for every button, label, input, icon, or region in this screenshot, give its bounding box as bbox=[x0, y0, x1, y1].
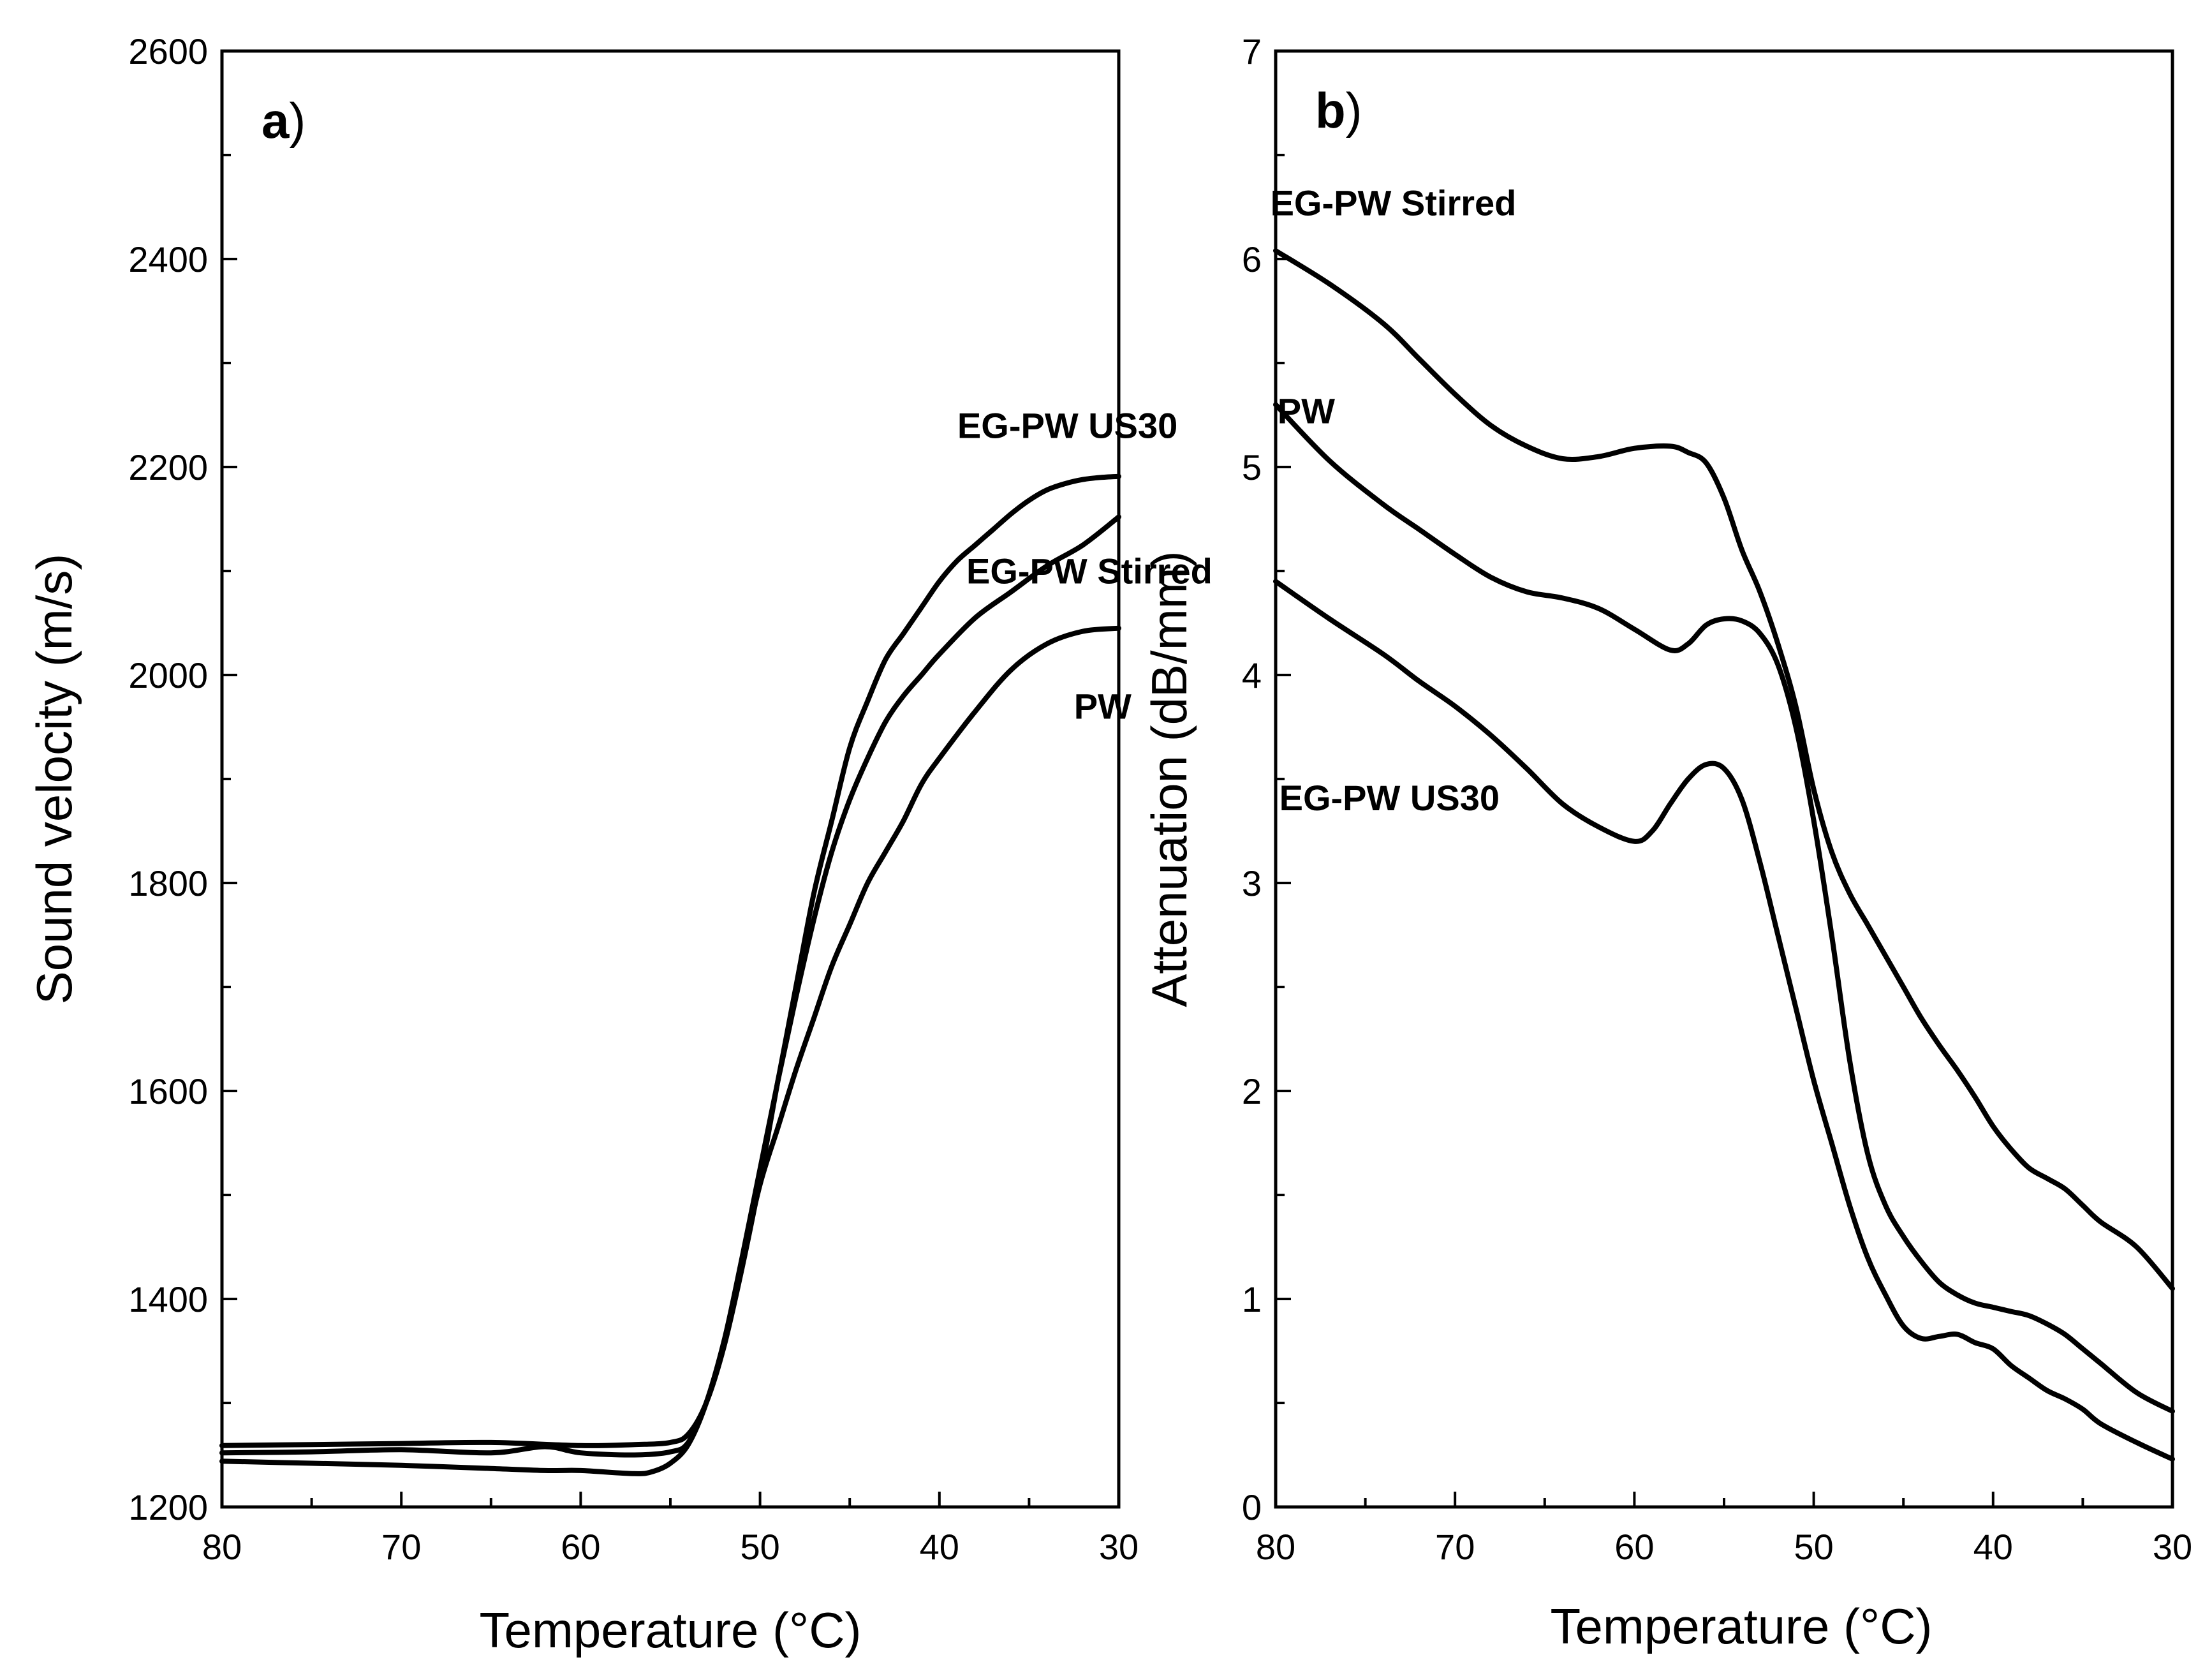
series-label-a-eg-pw-us30: EG-PW US30 bbox=[957, 405, 1177, 445]
panel-paren-b: ) bbox=[1346, 82, 1362, 138]
x-axis-title-b: Temperature (°C) bbox=[1550, 1598, 1932, 1654]
x-tick-label-b-2: 60 bbox=[1614, 1527, 1654, 1567]
y-tick-label-a-3: 1800 bbox=[128, 863, 208, 903]
y-tick-labels-b: 0 1 2 3 4 5 6 7 bbox=[1242, 31, 1262, 1527]
y-tick-label-a-7: 2600 bbox=[128, 31, 208, 71]
y-axis-title-a: Sound velocity (m/s) bbox=[26, 554, 82, 1005]
y-tick-labels-a: 1200 1400 1600 1800 2000 2200 2400 2600 bbox=[128, 31, 208, 1527]
x-tick-labels-a: 80 70 60 50 40 30 bbox=[202, 1527, 1139, 1567]
x-tick-label-a-0: 80 bbox=[202, 1527, 242, 1567]
x-tick-label-b-0: 80 bbox=[1256, 1527, 1295, 1567]
series-line-a-eg-pw-stirred bbox=[219, 514, 1121, 1458]
panel-letter-b: b bbox=[1315, 82, 1346, 138]
series-annotations-a: EG-PW US30 EG-PW Stirred PW bbox=[957, 405, 1213, 726]
x-tick-label-a-4: 40 bbox=[920, 1527, 959, 1567]
y-tick-label-a-5: 2200 bbox=[128, 447, 208, 487]
y-tick-label-a-0: 1200 bbox=[128, 1487, 208, 1527]
series-line-b-eg-pw-stirred bbox=[1273, 248, 2175, 1291]
x-tick-label-a-3: 50 bbox=[740, 1527, 779, 1567]
series-group-a bbox=[219, 473, 1121, 1476]
axis-ticks-a bbox=[221, 50, 1120, 1508]
x-tick-label-b-1: 70 bbox=[1435, 1527, 1475, 1567]
panel-tag-b: b) bbox=[1315, 82, 1362, 138]
series-label-a-eg-pw-stirred: EG-PW Stirred bbox=[966, 551, 1213, 591]
y-tick-label-a-6: 2400 bbox=[128, 239, 208, 279]
x-tick-label-a-2: 60 bbox=[561, 1527, 600, 1567]
series-line-a-pw bbox=[219, 625, 1121, 1476]
y-tick-label-a-1: 1400 bbox=[128, 1279, 208, 1319]
y-tick-label-a-2: 1600 bbox=[128, 1071, 208, 1111]
y-tick-label-b-6: 6 bbox=[1242, 239, 1262, 279]
series-label-b-eg-pw-stirred: EG-PW Stirred bbox=[1271, 183, 1517, 223]
y-axis-title-b: Attenuation (dB/mm) bbox=[1141, 551, 1197, 1007]
x-tick-label-b-4: 40 bbox=[1973, 1527, 2013, 1567]
x-tick-labels-b: 80 70 60 50 40 30 bbox=[1256, 1527, 2192, 1567]
plot-frame-a bbox=[220, 49, 1121, 1509]
y-tick-label-a-4: 2000 bbox=[128, 655, 208, 695]
x-tick-label-a-1: 70 bbox=[381, 1527, 421, 1567]
series-label-a-pw: PW bbox=[1074, 686, 1132, 726]
y-tick-label-b-1: 1 bbox=[1242, 1279, 1262, 1319]
panel-letter-a: a bbox=[262, 93, 290, 149]
x-tick-label-b-5: 30 bbox=[2153, 1527, 2192, 1567]
series-group-b bbox=[1273, 248, 2175, 1462]
series-line-a-eg-pw-us30 bbox=[219, 473, 1121, 1448]
y-tick-label-b-4: 4 bbox=[1242, 655, 1262, 695]
x-tick-label-b-3: 50 bbox=[1794, 1527, 1833, 1567]
y-tick-label-b-2: 2 bbox=[1242, 1071, 1262, 1111]
series-annotations-b: EG-PW Stirred PW EG-PW US30 bbox=[1271, 183, 1517, 818]
panel-tag-a: a) bbox=[262, 93, 306, 149]
x-axis-title-a: Temperature (°C) bbox=[479, 1602, 861, 1658]
y-tick-label-b-5: 5 bbox=[1242, 447, 1262, 487]
chart-panel-a: 80 70 60 50 40 30 1200 1400 1600 1800 2000 2200 240… bbox=[26, 31, 1213, 1658]
series-label-b-eg-pw-us30: EG-PW US30 bbox=[1279, 778, 1500, 818]
x-tick-label-a-5: 30 bbox=[1099, 1527, 1139, 1567]
series-label-b-pw: PW bbox=[1278, 391, 1335, 431]
y-tick-label-b-3: 3 bbox=[1242, 863, 1262, 903]
series-line-b-pw bbox=[1273, 402, 2175, 1414]
series-line-b-eg-pw-us30 bbox=[1273, 579, 2175, 1462]
panel-paren-a: ) bbox=[289, 93, 306, 149]
y-tick-label-b-7: 7 bbox=[1242, 31, 1262, 71]
y-tick-label-b-0: 0 bbox=[1242, 1487, 1262, 1527]
